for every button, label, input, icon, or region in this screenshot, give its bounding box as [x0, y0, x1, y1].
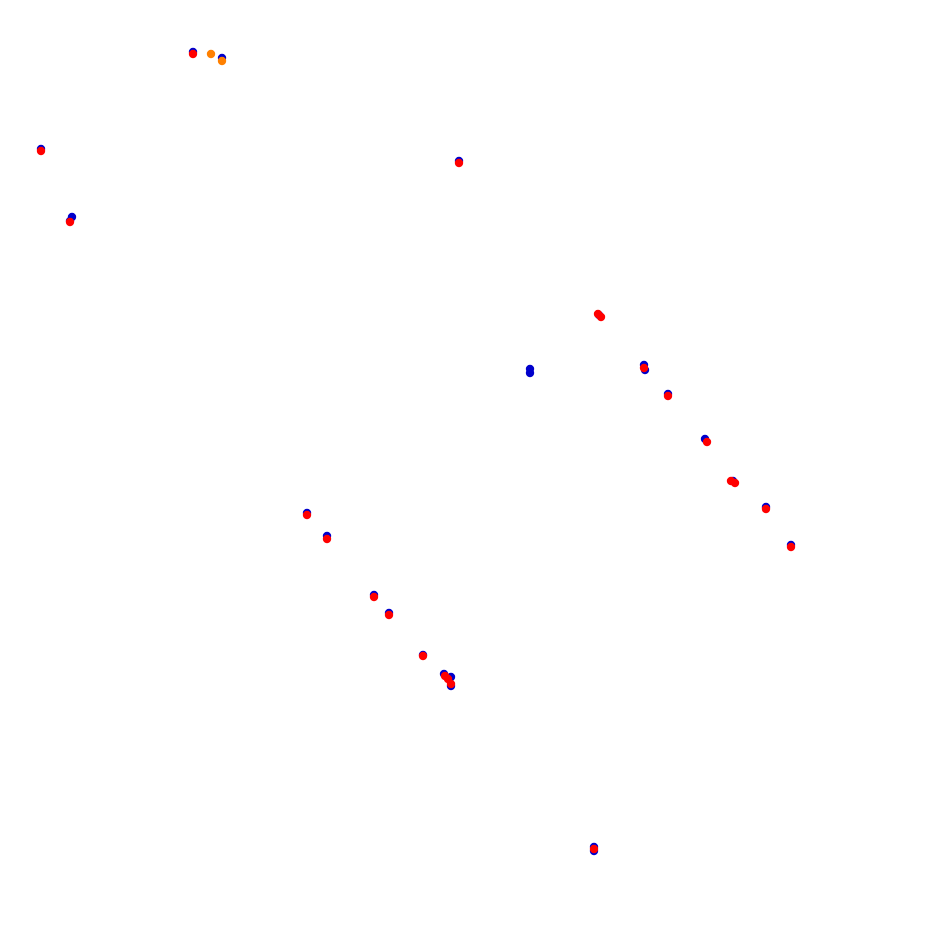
data-point — [761, 504, 771, 514]
data-point — [65, 217, 75, 227]
data-point — [589, 844, 599, 854]
data-point — [206, 49, 216, 59]
data-point — [322, 534, 332, 544]
data-point — [593, 309, 603, 319]
data-point — [525, 364, 535, 374]
data-point — [369, 592, 379, 602]
series-layer — [36, 47, 796, 856]
data-point — [726, 476, 736, 486]
data-point — [786, 542, 796, 552]
series-2 — [206, 49, 227, 66]
series-1 — [36, 49, 796, 854]
data-point — [217, 56, 227, 66]
data-point — [36, 146, 46, 156]
data-point — [702, 437, 712, 447]
data-point — [302, 510, 312, 520]
data-point — [188, 49, 198, 59]
series-0 — [36, 47, 796, 856]
data-point — [384, 610, 394, 620]
data-point — [663, 391, 673, 401]
data-point — [639, 363, 649, 373]
data-point — [418, 651, 428, 661]
data-point — [440, 671, 450, 681]
data-point — [454, 158, 464, 168]
